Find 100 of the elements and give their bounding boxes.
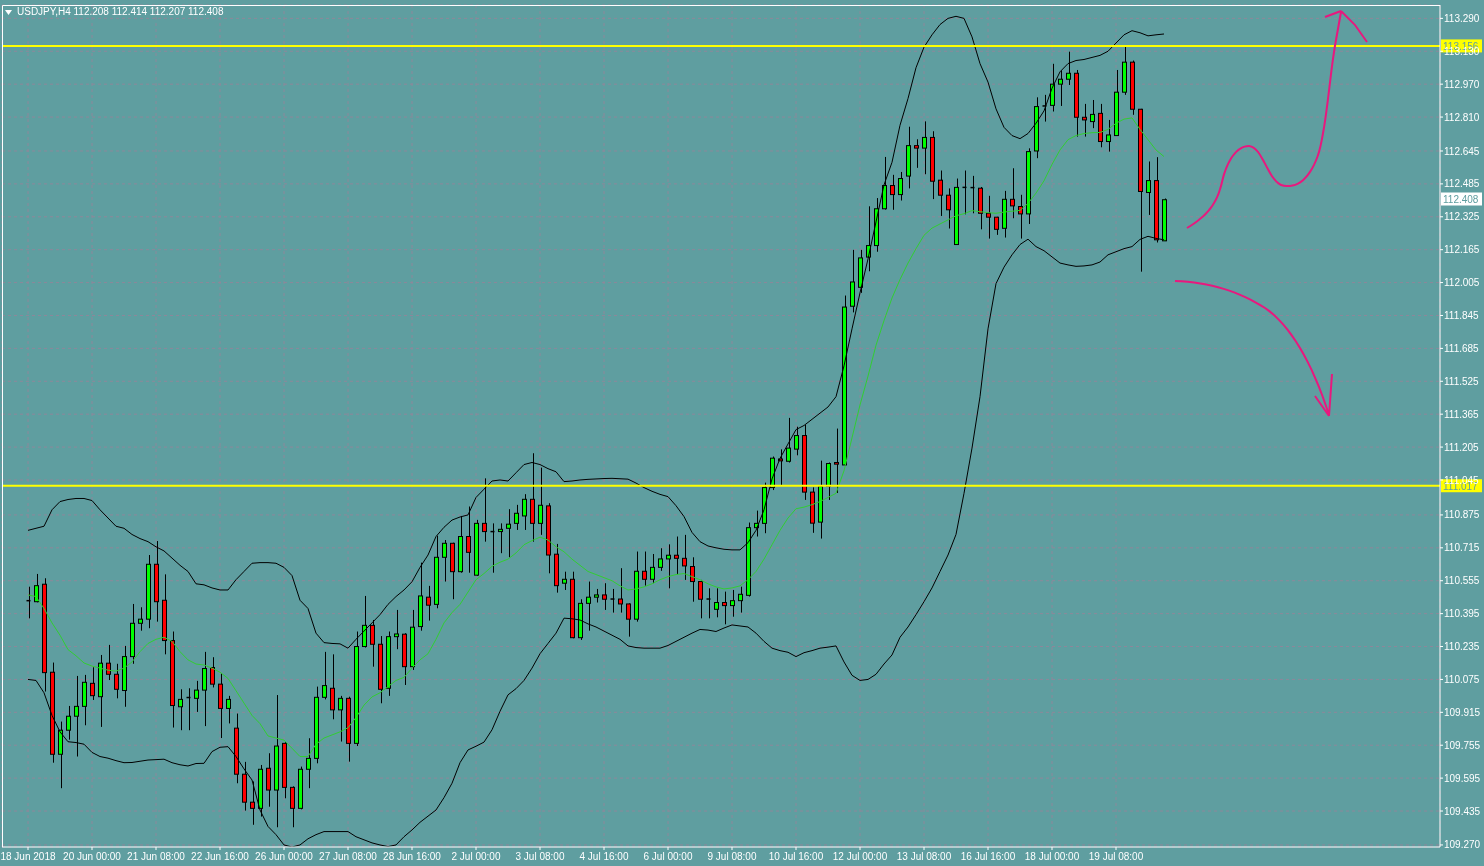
x-tick-label: 22 Jun 16:00 <box>191 851 250 862</box>
candlestick <box>618 567 623 614</box>
y-tick-label: 111.525 <box>1444 375 1480 387</box>
x-tick-label: 4 Jul 16:00 <box>579 851 629 862</box>
candlestick <box>826 462 831 501</box>
y-tick-label: 110.875 <box>1444 509 1480 521</box>
x-tick-label: 26 Jun 00:00 <box>255 851 314 862</box>
candlestick <box>522 493 527 531</box>
y-tick-label: 109.595 <box>1444 772 1481 784</box>
candlestick <box>330 653 335 720</box>
y-tick-label: 112.005 <box>1444 277 1480 289</box>
candlestick <box>210 656 215 688</box>
candlestick <box>674 536 679 575</box>
candlestick <box>738 586 743 614</box>
x-tick-label: 21 Jun 08:00 <box>127 851 186 862</box>
candlestick <box>794 426 799 456</box>
y-tick-label: 110.075 <box>1444 673 1480 685</box>
candlestick <box>498 522 503 554</box>
candlestick <box>1018 194 1023 240</box>
candlestick <box>1106 119 1111 153</box>
y-tick-label: 113.290 <box>1444 12 1480 24</box>
candlestick <box>890 174 895 211</box>
candlestick <box>690 556 695 603</box>
candlestick <box>90 666 95 701</box>
candlestick <box>114 663 119 699</box>
y-tick-label: 111.845 <box>1444 310 1480 322</box>
candlestick <box>442 539 447 583</box>
y-tick-label: 109.915 <box>1444 706 1481 718</box>
candlestick <box>626 602 631 638</box>
candlestick <box>466 506 471 574</box>
candlestick <box>586 581 591 632</box>
candlestick <box>338 695 343 743</box>
candlestick <box>178 688 183 731</box>
candlestick <box>1146 160 1151 216</box>
candlestick <box>730 589 735 618</box>
candlestick <box>898 171 903 202</box>
candlestick <box>538 467 543 536</box>
y-tick-label: 112.325 <box>1444 211 1480 223</box>
x-tick-label: 13 Jul 08:00 <box>896 851 952 862</box>
candlestick <box>786 417 791 463</box>
y-tick-label: 110.235 <box>1444 641 1480 653</box>
x-tick-label: 9 Jul 08:00 <box>707 851 757 862</box>
candlestick <box>266 752 271 808</box>
candlestick <box>946 187 951 230</box>
x-tick-label: 18 Jul 00:00 <box>1024 851 1080 862</box>
candlestick <box>914 138 919 169</box>
x-tick-label: 20 Jun 00:00 <box>63 851 122 862</box>
y-tick-label: 109.435 <box>1444 805 1481 817</box>
y-tick-label: 109.755 <box>1444 739 1481 751</box>
candlestick <box>1082 103 1087 138</box>
y-tick-label: 111.205 <box>1444 441 1480 453</box>
candlestick <box>778 448 783 487</box>
x-tick-label: 18 Jun 2018 <box>0 851 56 862</box>
candlestick <box>682 534 687 581</box>
candlestick <box>938 170 943 217</box>
candlestick <box>698 579 703 619</box>
x-tick-label: 3 Jul 08:00 <box>515 851 565 862</box>
candlestick <box>226 695 231 724</box>
y-tick-label: 112.645 <box>1444 145 1480 157</box>
candlestick <box>666 543 671 589</box>
candlestick <box>394 609 399 650</box>
x-tick-label: 6 Jul 00:00 <box>643 851 693 862</box>
candlestick <box>705 587 712 619</box>
y-tick-label: 112.970 <box>1444 78 1480 90</box>
candlestick <box>722 591 727 625</box>
candlestick <box>882 156 887 211</box>
y-tick-label: 110.555 <box>1444 575 1480 587</box>
x-tick-label: 28 Jun 16:00 <box>383 851 442 862</box>
candlestick <box>290 785 295 828</box>
x-tick-label: 16 Jul 16:00 <box>960 851 1016 862</box>
x-tick-label: 12 Jul 00:00 <box>832 851 888 862</box>
candlestick <box>1066 51 1071 86</box>
candlestick <box>138 606 143 632</box>
candlestick <box>194 680 199 713</box>
candlestick <box>922 120 927 175</box>
candlestick <box>602 582 607 611</box>
candlestick <box>106 644 111 681</box>
candlestick <box>322 651 327 700</box>
x-tick-label: 27 Jun 08:00 <box>319 851 378 862</box>
y-tick-label: 110.715 <box>1444 542 1480 554</box>
y-tick-label: 112.165 <box>1444 244 1480 256</box>
y-tick-label: 109.270 <box>1444 839 1481 851</box>
x-tick-label: 2 Jul 00:00 <box>451 851 501 862</box>
text: 112.408 <box>1443 193 1479 205</box>
y-tick-label: 112.810 <box>1444 111 1480 123</box>
candlestick <box>642 551 647 587</box>
y-tick-label: 111.365 <box>1444 408 1480 420</box>
candlestick <box>562 571 567 591</box>
candlestick <box>714 587 719 618</box>
y-tick-label: 111.685 <box>1444 342 1480 354</box>
candlestick <box>609 588 616 614</box>
candlestick <box>306 737 311 789</box>
candlestick <box>426 585 431 622</box>
candlestick <box>1090 99 1095 129</box>
candlestick <box>514 504 519 531</box>
candlestick <box>506 508 511 558</box>
candlestick <box>658 547 663 572</box>
candlestick <box>202 651 207 727</box>
chart-title: USDJPY,H4 112.208 112.414 112.207 112.408 <box>17 6 224 18</box>
x-tick-label: 19 Jul 08:00 <box>1088 851 1144 862</box>
